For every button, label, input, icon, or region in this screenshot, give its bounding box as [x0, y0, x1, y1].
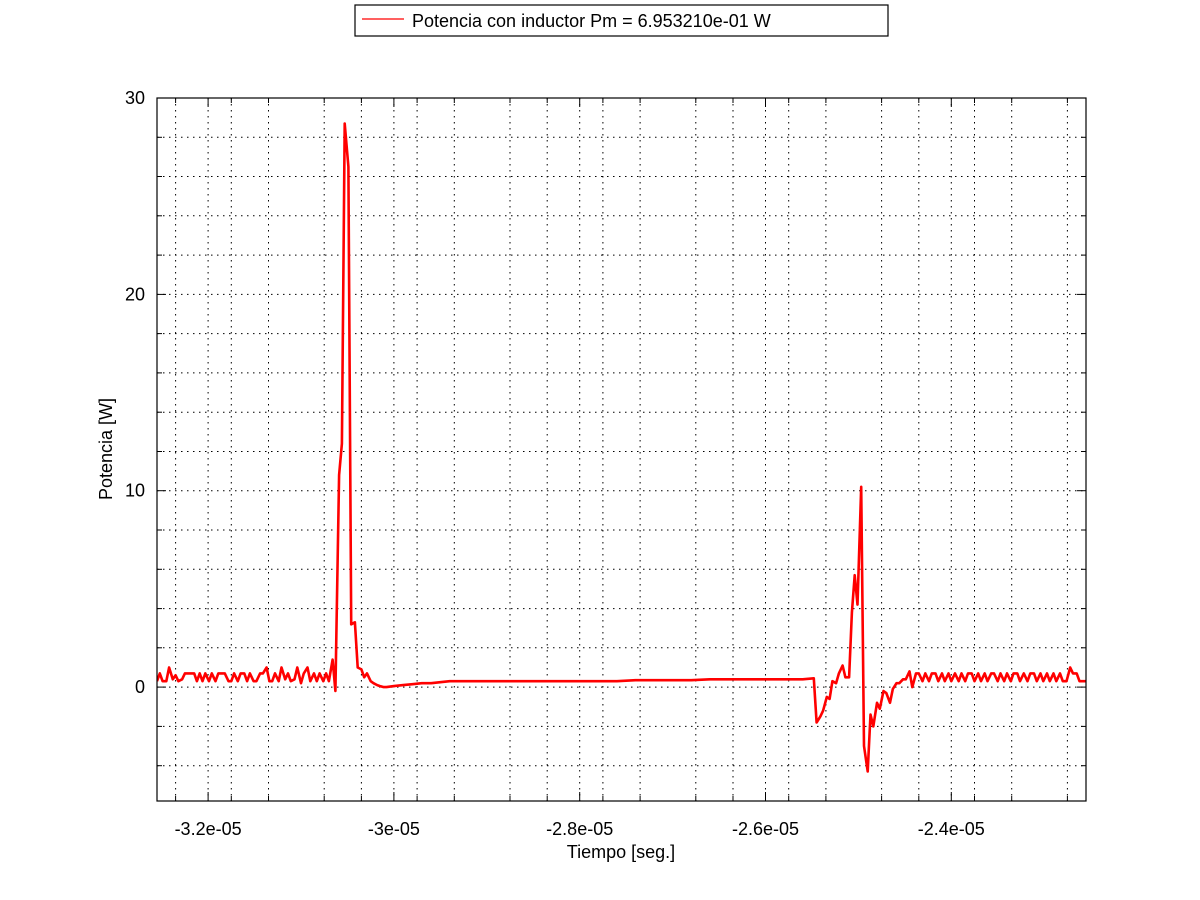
tick-marks [157, 97, 1086, 801]
y-axis-label: Potencia [W] [96, 398, 116, 500]
y-tick-label: 10 [125, 481, 145, 501]
x-tick-label: -2.8e-05 [546, 819, 613, 839]
series-line [157, 122, 1086, 773]
x-tick-label: -2.6e-05 [732, 819, 799, 839]
series-layer [157, 122, 1086, 773]
y-tick-label: 20 [125, 284, 145, 304]
y-tick-label: 30 [125, 88, 145, 108]
x-tick-label: -2.4e-05 [918, 819, 985, 839]
plot-area [157, 122, 1086, 773]
x-tick-label: -3.2e-05 [175, 819, 242, 839]
tick-labels: -3.2e-05 -3e-05 -2.8e-05 -2.6e-05 -2.4e-05 0 1… [125, 88, 985, 839]
x-tick-label: -3e-05 [368, 819, 420, 839]
legend-box [354, 4, 889, 37]
legend: Potencia con inductor Pm = 6.953210e-01 … [354, 4, 889, 37]
legend-label: Potencia con inductor Pm = 6.953210e-01 … [412, 11, 771, 31]
plot-frame [156, 97, 1087, 802]
x-axis-label: Tiempo [seg.] [567, 842, 675, 862]
y-tick-label: 0 [135, 677, 145, 697]
